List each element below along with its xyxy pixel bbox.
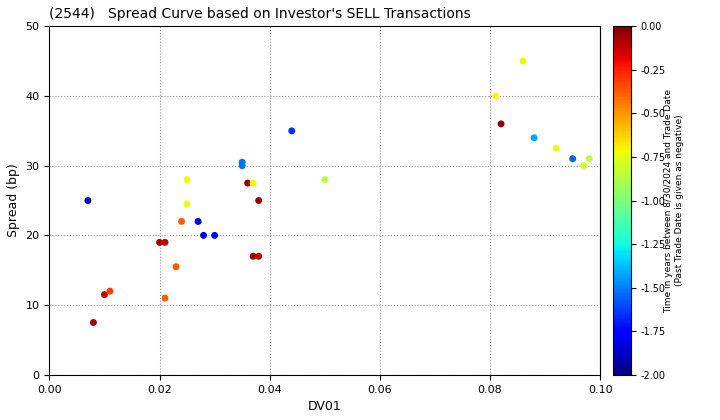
Point (518, 58, 529, 65)
Point (248, 180, 259, 186)
Point (154, 239, 166, 246)
Point (286, 127, 297, 134)
Point (159, 239, 171, 246)
Point (248, 253, 259, 260)
Point (578, 162, 590, 169)
Point (181, 201, 193, 207)
Point (236, 162, 248, 169)
Point (88, 319, 99, 326)
Point (209, 232, 220, 239)
Point (192, 218, 204, 225)
Point (171, 263, 182, 270)
Point (242, 180, 253, 186)
Point (159, 295, 171, 302)
Point (99, 291, 110, 298)
X-axis label: DV01: DV01 (308, 400, 342, 413)
Point (253, 197, 264, 204)
Text: (2544)   Spread Curve based on Investor's SELL Transactions: (2544) Spread Curve based on Investor's … (50, 7, 471, 21)
Point (495, 121, 507, 127)
Point (567, 155, 578, 162)
Point (198, 232, 210, 239)
Point (176, 218, 187, 225)
Point (181, 176, 193, 183)
Point (490, 93, 501, 100)
Point (319, 176, 330, 183)
Point (550, 145, 562, 152)
Point (253, 253, 264, 260)
Point (82, 197, 94, 204)
Y-axis label: Spread (bp): Spread (bp) (7, 164, 20, 237)
Point (104, 288, 116, 294)
Point (528, 134, 540, 141)
Y-axis label: Time in years between 8/30/2024 and Trade Date
(Past Trade Date is given as nega: Time in years between 8/30/2024 and Trad… (665, 89, 684, 312)
Point (583, 155, 595, 162)
Point (236, 159, 248, 165)
